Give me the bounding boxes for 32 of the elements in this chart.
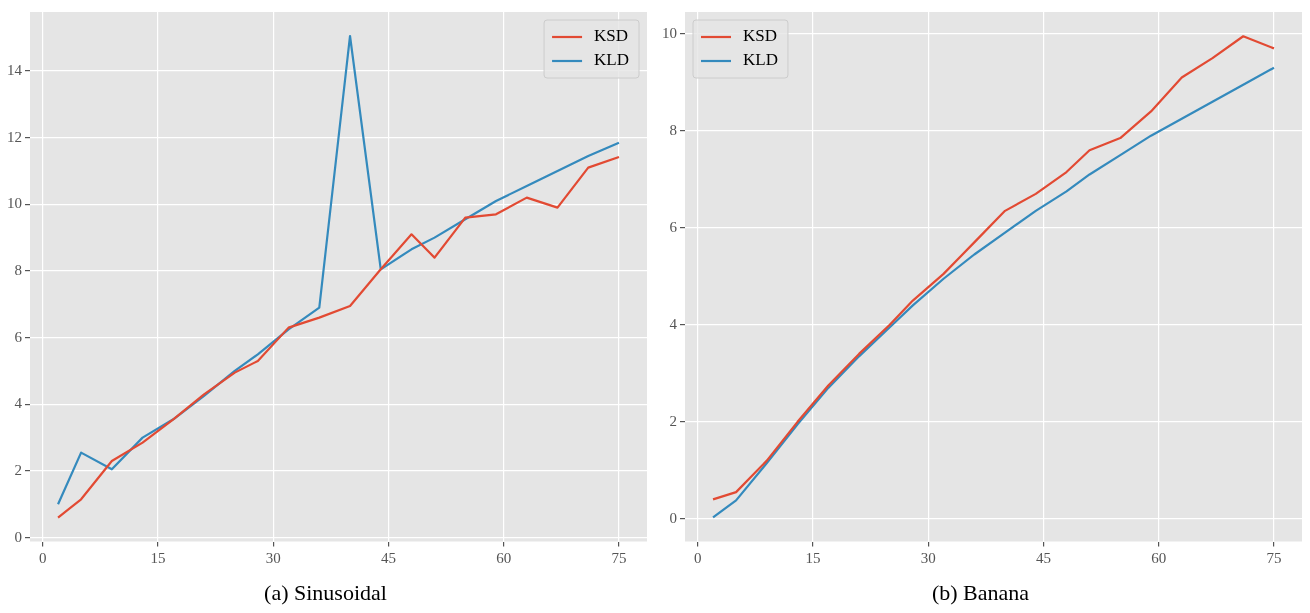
- x-tick-label: 30: [265, 549, 281, 566]
- y-tick-label: 10: [7, 195, 22, 212]
- x-tick-label: 15: [805, 549, 821, 566]
- y-tick-label: 12: [7, 128, 22, 145]
- x-tick-label: 60: [496, 549, 512, 566]
- y-tick-label: 2: [669, 412, 677, 429]
- y-tick-label: 4: [14, 395, 23, 412]
- x-tick-label: 0: [693, 549, 702, 566]
- legend-label: KSD: [594, 26, 629, 46]
- x-tick-label: 60: [1151, 549, 1167, 566]
- y-tick-label: 10: [662, 24, 677, 41]
- x-tick-label: 15: [150, 549, 166, 566]
- x-tick-label: 0: [38, 549, 47, 566]
- legend-label: KSD: [743, 26, 778, 46]
- y-tick-label: 0: [669, 509, 677, 526]
- legend-label: KLD: [743, 50, 778, 70]
- legend-label: KLD: [594, 50, 630, 70]
- text: (b) Banana: [931, 579, 1030, 605]
- x-tick-label: 45: [1035, 549, 1051, 566]
- y-tick-label: 8: [669, 121, 677, 138]
- y-tick-label: 4: [669, 315, 678, 332]
- x-tick-label: 30: [920, 549, 936, 566]
- x-tick-label: 75: [611, 549, 627, 566]
- y-tick-label: 8: [14, 261, 22, 278]
- x-tick-label: 75: [1266, 549, 1282, 566]
- y-tick-label: 6: [669, 218, 678, 235]
- y-tick-label: 0: [14, 528, 22, 545]
- y-tick-label: 14: [7, 61, 23, 78]
- y-tick-label: 2: [14, 461, 22, 478]
- text: (a) Sinusoidal: [264, 579, 387, 605]
- x-tick-label: 45: [380, 549, 396, 566]
- y-tick-label: 6: [14, 328, 23, 345]
